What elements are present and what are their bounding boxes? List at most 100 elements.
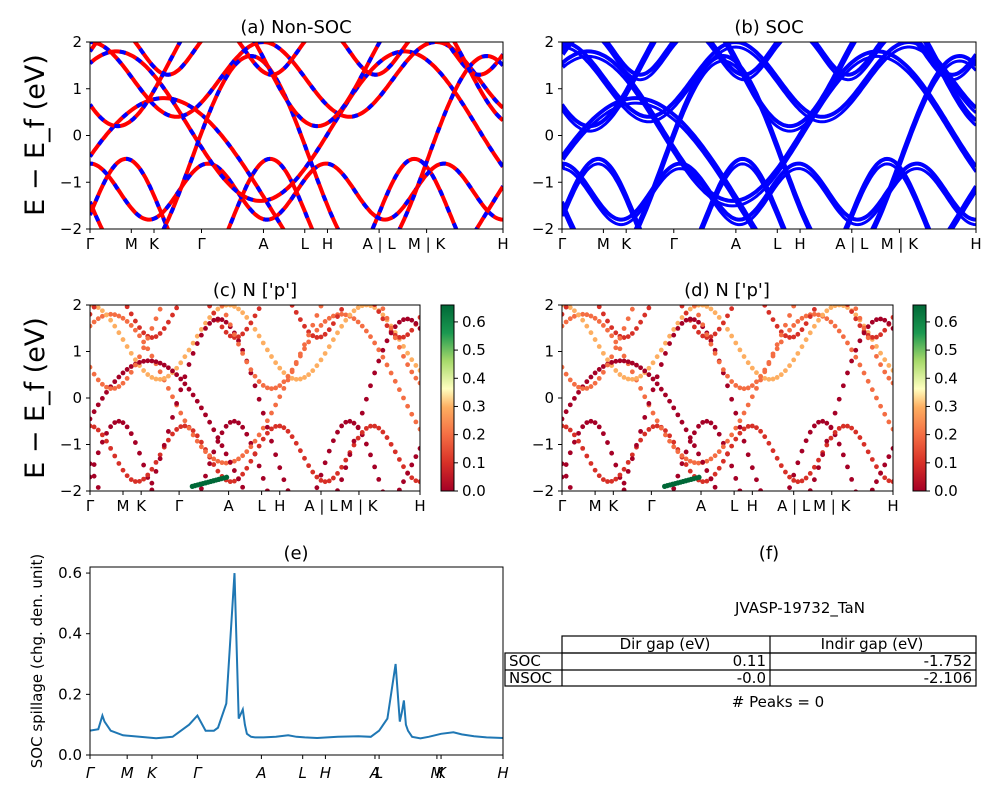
panel-c-title: (c) N ['p']: [213, 280, 297, 301]
panel-c-band-point: [178, 387, 184, 393]
panel-d-band-point: [845, 340, 850, 346]
panel-c-band-point: [158, 510, 163, 515]
panel-d-band-point: [634, 442, 639, 448]
table-name: JVASP-19732_TaN: [734, 599, 865, 618]
panel-d-band-point: [849, 527, 854, 532]
panel-c-band-point: [335, 314, 340, 320]
panel-b-ytick-label: −2: [532, 220, 554, 238]
panel-d-band-point: [646, 305, 652, 311]
panel-c-band-point: [149, 487, 155, 491]
panel-c-band-point: [174, 401, 180, 406]
panel-d-band-point: [671, 439, 677, 445]
panel-d-band-point: [853, 429, 859, 435]
panel-c-band-point: [405, 403, 411, 409]
panel-d-band-point: [572, 495, 577, 500]
panel-c-band-point: [99, 381, 105, 387]
panel-d-band-point: [758, 529, 763, 534]
panel-b-band-line-split: [562, 59, 976, 229]
panel-d-band-point: [625, 316, 631, 322]
panel-d-band-point: [567, 402, 573, 408]
panel-c-band-point: [116, 520, 121, 525]
panel-d-band-point: [596, 319, 602, 324]
panel-d-band-point: [621, 326, 627, 331]
panel-d-band-point: [737, 347, 743, 353]
panel-c-band-point: [165, 373, 171, 379]
panel-d-band-point: [770, 448, 776, 454]
panel-c-band-point: [290, 498, 295, 503]
panel-c-band-point: [141, 339, 147, 345]
panel-c-band-point: [236, 306, 241, 312]
panel-d-band-point: [816, 457, 821, 463]
panel-c-band-point: [207, 419, 213, 425]
panel-d-band-point: [650, 376, 656, 382]
panel-d-band-point: [675, 412, 681, 418]
panel-c-band-point: [393, 520, 398, 525]
panel-d-band-point: [799, 478, 805, 484]
panel-d-band-point: [836, 441, 842, 447]
panel-c-band-point: [165, 429, 171, 434]
panel-d-band-point: [588, 418, 594, 424]
panel-c-band-point: [318, 472, 324, 478]
panel-c-band-point: [330, 438, 336, 444]
panel-c-band-point: [356, 558, 361, 563]
panel-d-band-point: [778, 339, 784, 345]
panel-c-band-point: [264, 347, 270, 353]
panel-d-band-point: [629, 331, 635, 336]
panel-c-band-point: [91, 319, 97, 325]
panel-c-band-point: [153, 316, 159, 322]
panel-d-band-point: [617, 358, 623, 364]
panel-d-band-point: [700, 305, 706, 308]
panel-d-band-point: [720, 367, 726, 373]
panel-c-band-point: [351, 316, 357, 322]
gap-table: JVASP-19732_TaN Dir gap (eV) Indir gap (…: [504, 599, 977, 711]
panel-c-band-point: [260, 383, 266, 388]
panel-b-xtick-label: Γ: [558, 235, 567, 253]
panel-c-band-point: [124, 305, 130, 310]
panel-d-band-point: [588, 461, 594, 466]
panel-d-band-point: [659, 290, 664, 295]
panel-e-ytick-label: 0.0: [58, 746, 82, 764]
panel-d-band-point: [696, 319, 701, 325]
panel-d-band-point: [803, 313, 809, 319]
panel-c-band-point: [99, 313, 105, 319]
panel-c-band-point: [174, 365, 180, 371]
panel-c-band-point: [203, 412, 208, 418]
panel-d-band-point: [832, 430, 838, 435]
panel-d-band-point: [621, 480, 627, 486]
panel-c-band-point: [302, 517, 307, 522]
panel-c-band-point: [385, 512, 390, 517]
panel-c-band-point: [108, 289, 113, 294]
panel-d-band-point: [600, 369, 606, 375]
panel-b-band-line: [562, 42, 976, 129]
panel-d-band-point: [811, 323, 817, 329]
panel-b-band-line: [562, 161, 976, 222]
panel-c-band-point: [178, 299, 183, 304]
panel-c-band-point: [170, 368, 175, 374]
panel-c-band-point: [252, 373, 258, 379]
panel-c-band-point: [302, 517, 307, 522]
panel-c-band-point: [401, 353, 406, 359]
panel-d-band-point: [853, 316, 859, 322]
panel-c-band-point: [170, 282, 175, 287]
panel-c-band-point: [161, 326, 167, 331]
table-row-soc-indir: -1.752: [924, 652, 972, 670]
panel-d-band-point: [733, 524, 738, 529]
panel-d-band-point: [795, 319, 801, 324]
panel-c-band-point: [401, 343, 406, 349]
panel-c-band-point: [236, 476, 241, 482]
panel-c-band-point: [269, 410, 274, 416]
panel-d-band-point: [762, 367, 768, 373]
panel-a-band-line: [90, 42, 503, 129]
panel-c-band-point: [104, 430, 109, 436]
panel-d-band-point: [762, 305, 768, 308]
panel-d-band-point: [882, 317, 888, 323]
panel-d-band-point: [853, 354, 859, 360]
panel-c-band-point: [90, 311, 93, 317]
panel-d-band-point: [651, 271, 656, 276]
panel-d-band-point: [820, 312, 826, 318]
panel-c-band-point: [132, 440, 138, 445]
panel-c-band-point: [195, 498, 200, 503]
panel-d-band-point: [882, 411, 888, 417]
